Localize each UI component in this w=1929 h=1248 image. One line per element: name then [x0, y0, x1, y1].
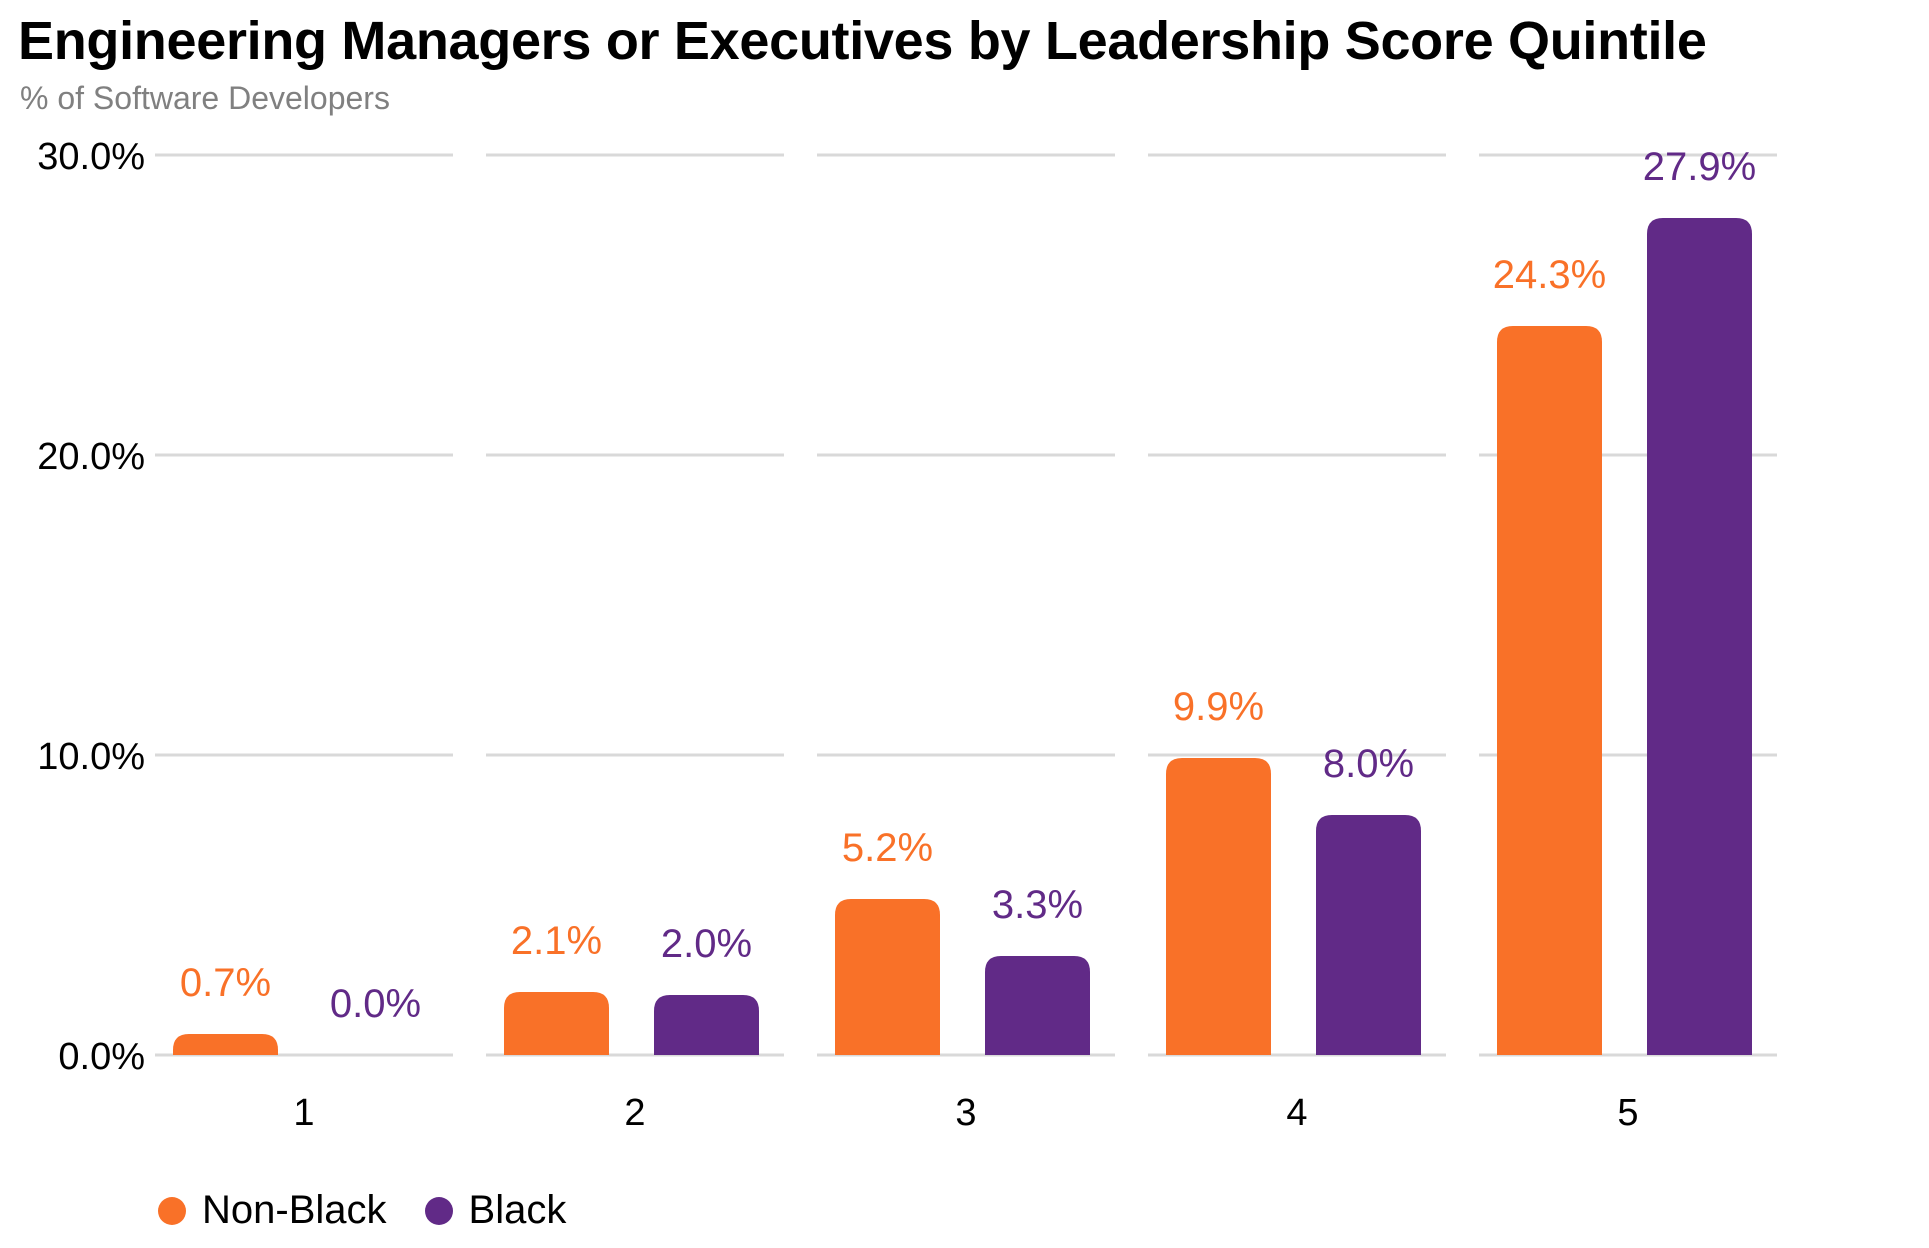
x-tick-label: 4	[1286, 1092, 1307, 1134]
legend-item-non-black[interactable]: Non-Black	[158, 1188, 387, 1233]
bar-non-black-3[interactable]	[835, 899, 940, 1055]
legend-swatch-non-black	[158, 1196, 186, 1225]
data-label: 2.1%	[511, 919, 602, 963]
bar-non-black-4[interactable]	[1166, 758, 1271, 1055]
data-label: 9.9%	[1173, 685, 1264, 729]
bar-non-black-2[interactable]	[504, 992, 609, 1055]
bar-black-5[interactable]	[1647, 218, 1752, 1055]
y-axis-ticks: 0.0% 10.0% 20.0% 30.0%	[37, 136, 145, 1078]
y-tick-label: 20.0%	[37, 436, 145, 478]
x-axis-ticks: 1 2 3 4 5	[293, 1092, 1638, 1134]
legend-item-black[interactable]: Black	[424, 1188, 567, 1233]
data-label: 5.2%	[842, 826, 933, 870]
bar-black-2[interactable]	[654, 995, 759, 1055]
x-tick-label: 3	[955, 1092, 976, 1134]
legend: Non-Black Black	[158, 1188, 566, 1233]
data-label: 0.7%	[180, 961, 271, 1005]
x-tick-label: 2	[624, 1092, 645, 1134]
bar-chart: 0.0%10.0%20.0%30.0% 0.7%2.1%5.2%9.9%24.3…	[37, 136, 1777, 1134]
legend-label-non-black: Non-Black	[202, 1188, 387, 1232]
y-tick-label: 30.0%	[37, 136, 145, 178]
bar-non-black-5[interactable]	[1497, 326, 1602, 1055]
legend-swatch-black	[424, 1196, 453, 1225]
bars	[173, 218, 1752, 1055]
data-label: 3.3%	[992, 883, 1083, 927]
y-tick-label: 10.0%	[37, 736, 145, 778]
y-tick-label: 0.0%	[58, 1036, 145, 1078]
data-label: 0.0%	[330, 982, 421, 1026]
x-tick-label: 1	[293, 1092, 314, 1134]
data-label: 2.0%	[661, 922, 752, 966]
x-tick-label: 5	[1617, 1092, 1638, 1134]
bar-non-black-1[interactable]	[173, 1034, 278, 1055]
bar-black-4[interactable]	[1316, 815, 1421, 1055]
bar-black-3[interactable]	[985, 956, 1090, 1055]
value-labels: 0.7% 2.1% 5.2% 9.9% 24.3% 0.0% 2.0% 3.3% 8.0% 27.…	[180, 145, 1756, 1026]
chart-subtitle: % of Software Developers	[20, 80, 390, 116]
data-label: 24.3%	[1493, 253, 1606, 297]
data-label: 8.0%	[1323, 742, 1414, 786]
chart-title: Engineering Managers or Executives by Le…	[18, 11, 1707, 71]
legend-label-black: Black	[468, 1188, 567, 1232]
data-label: 27.9%	[1643, 145, 1756, 189]
